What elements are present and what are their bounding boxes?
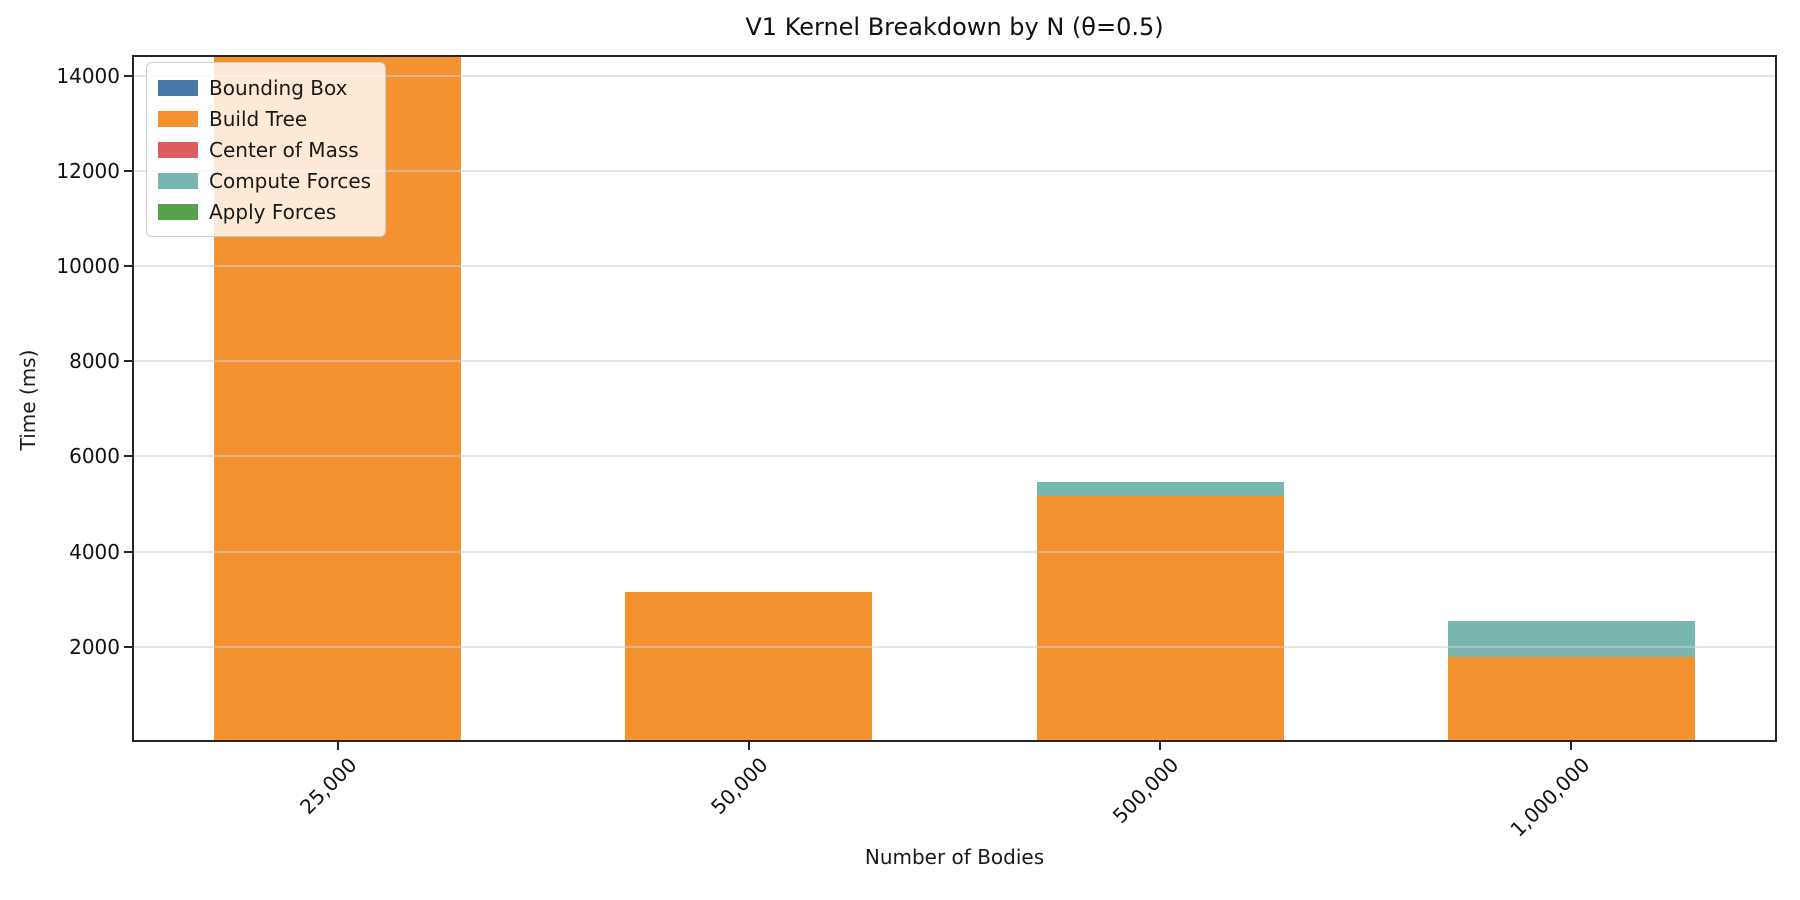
y-tick-mark — [124, 170, 132, 172]
gridline-y-10000 — [132, 265, 1777, 267]
y-tick-label: 8000 — [69, 349, 120, 373]
y-tick-label: 4000 — [69, 540, 120, 564]
legend-swatch — [158, 141, 198, 158]
legend-swatch — [158, 172, 198, 189]
y-tick-label: 2000 — [69, 635, 120, 659]
bar-segment-build-tree — [1448, 657, 1695, 742]
x-tick-mark — [337, 742, 339, 750]
y-tick-mark — [124, 75, 132, 77]
x-tick-label: 1,000,000 — [1505, 752, 1595, 842]
y-tick-label: 10000 — [56, 254, 120, 278]
x-axis-label: Number of Bodies — [864, 845, 1045, 869]
x-tick-mark — [1570, 742, 1572, 750]
gridline-y-8000 — [132, 360, 1777, 362]
chart-title: V1 Kernel Breakdown by N (θ=0.5) — [745, 13, 1164, 41]
legend-swatch — [158, 79, 198, 96]
legend-label: Center of Mass — [209, 137, 359, 162]
legend-item-apply-forces: Apply Forces — [158, 196, 371, 227]
legend-item-center-of-mass: Center of Mass — [158, 134, 371, 165]
x-tick-label: 500,000 — [1108, 752, 1184, 829]
gridline-y-6000 — [132, 455, 1777, 457]
y-tick-mark — [124, 265, 132, 267]
gridline-y-2000 — [132, 646, 1777, 648]
bar-segment-build-tree — [625, 592, 872, 742]
legend-item-bounding-box: Bounding Box — [158, 72, 371, 103]
legend: Bounding Box Build Tree Center of Mass Comp… — [146, 62, 387, 237]
bar-segment-build-tree — [1037, 496, 1284, 742]
y-tick-label: 12000 — [56, 159, 120, 183]
legend-swatch — [158, 110, 198, 127]
y-tick-mark — [124, 551, 132, 553]
legend-label: Compute Forces — [209, 168, 372, 193]
gridline-y-14000 — [132, 75, 1777, 77]
x-tick-label: 25,000 — [295, 752, 362, 820]
legend-swatch — [158, 203, 198, 220]
plot-area — [132, 55, 1777, 742]
bar-segment-compute-forces — [1037, 482, 1284, 496]
x-tick-mark — [1159, 742, 1161, 750]
legend-item-build-tree: Build Tree — [158, 103, 371, 134]
y-tick-label: 14000 — [56, 64, 120, 88]
legend-label: Apply Forces — [209, 199, 337, 224]
y-tick-mark — [124, 455, 132, 457]
y-tick-mark — [124, 360, 132, 362]
x-tick-mark — [748, 742, 750, 750]
gridline-y-12000 — [132, 170, 1777, 172]
legend-label: Build Tree — [209, 106, 308, 131]
legend-item-compute-forces: Compute Forces — [158, 165, 371, 196]
legend-label: Bounding Box — [209, 75, 348, 100]
x-tick-label: 50,000 — [706, 752, 773, 820]
gridline-y-4000 — [132, 551, 1777, 553]
y-tick-mark — [124, 646, 132, 648]
bar-segment-compute-forces — [1448, 621, 1695, 657]
y-tick-label: 6000 — [69, 444, 120, 468]
